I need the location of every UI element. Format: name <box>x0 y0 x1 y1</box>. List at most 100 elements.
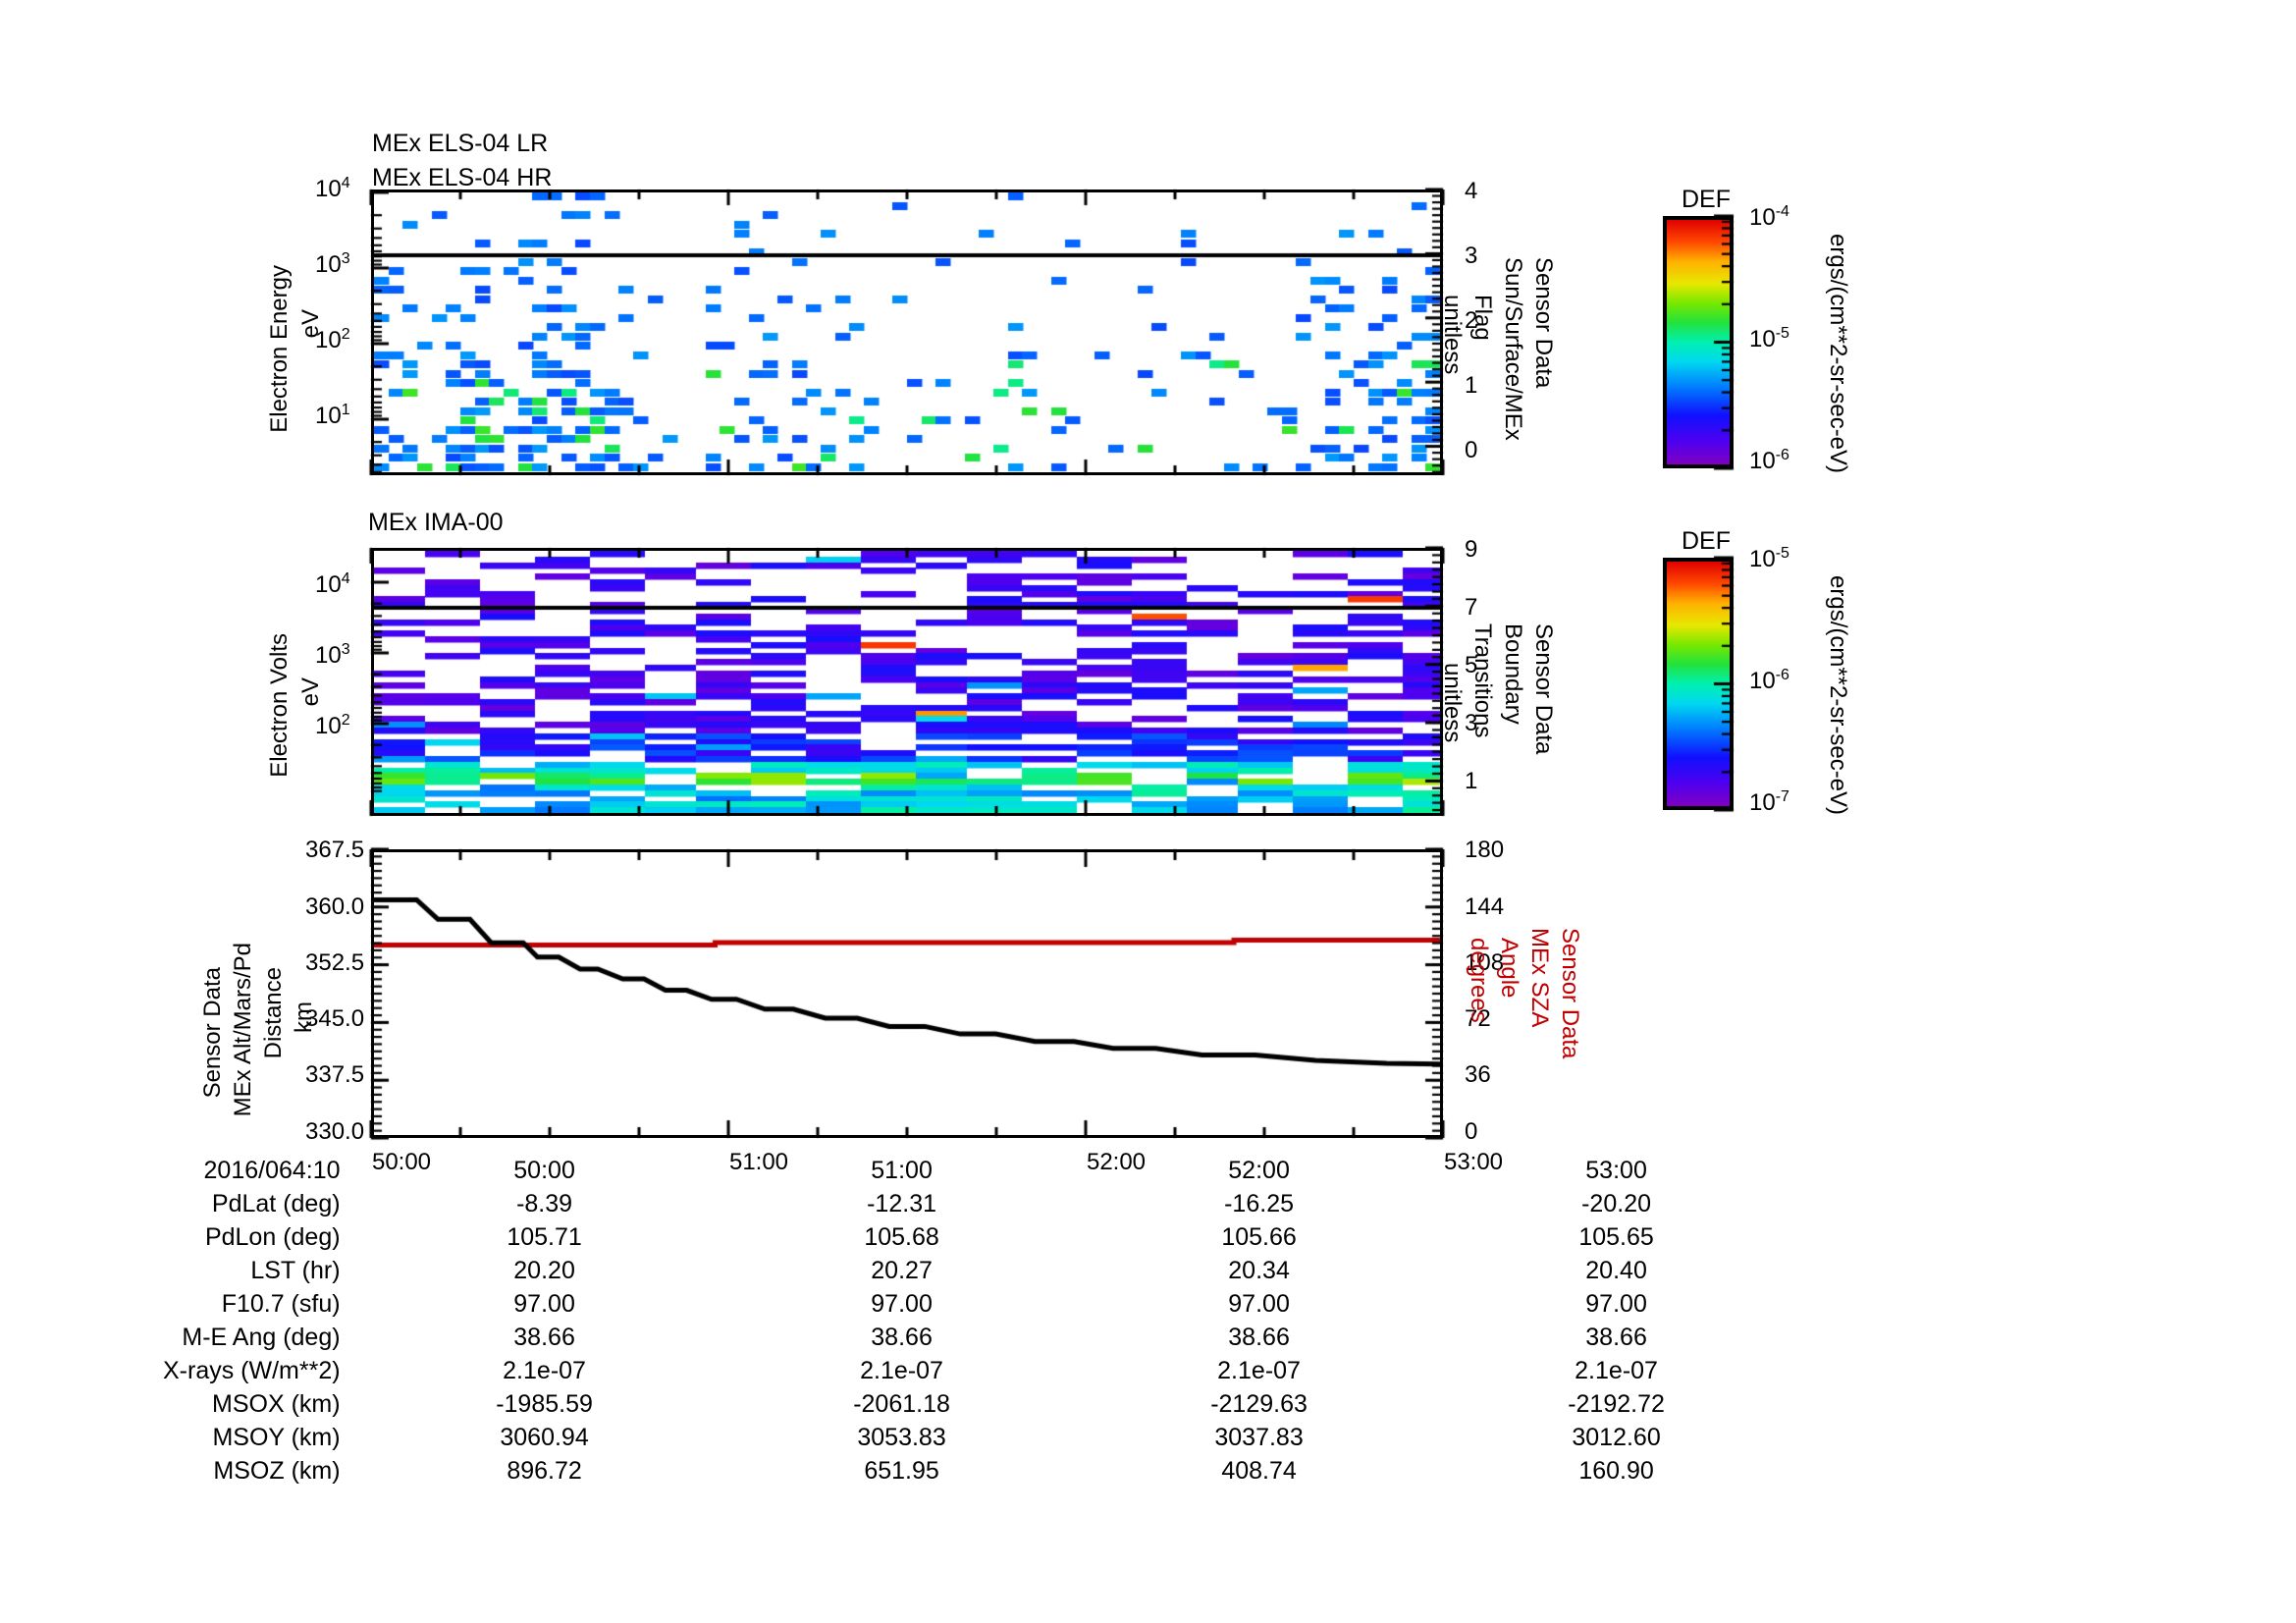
table-row-label: X-rays (W/m**2) <box>163 1357 341 1384</box>
colorbar-top-tick-mid: 10-5 <box>1749 325 1789 352</box>
table-row-label: M-E Ang (deg) <box>182 1324 341 1351</box>
table-cell: 38.66 <box>513 1324 575 1351</box>
panel-mid-left-axis-line1: Electron Volts <box>266 633 293 778</box>
colorbar-top-unit: ergs/(cm**2-sr-sec-eV) <box>1825 234 1852 474</box>
panel-bottom-right-label-2: MEx SZA <box>1526 928 1554 1028</box>
table-cell: 53:00 <box>1585 1157 1647 1184</box>
table-row: MSOZ (km) 896.72 651.95 408.74 160.90 <box>163 1457 1795 1490</box>
panel-mid-ytick-1e4: 104 <box>315 570 350 598</box>
table-row-label: MSOY (km) <box>212 1424 341 1451</box>
panel-mid-left-axis-line2: eV <box>297 677 324 707</box>
panel-bottom-ytick-360.0: 360.0 <box>305 893 365 920</box>
panel-bottom-rtick-180: 180 <box>1465 837 1505 863</box>
panel-mid-rtick-9: 9 <box>1465 536 1478 563</box>
table-cell: 105.68 <box>864 1223 939 1251</box>
table-cell: 97.00 <box>513 1290 575 1318</box>
panel-mid-left-axis-label: Electron Volts <box>266 633 293 778</box>
table-cell: 51:00 <box>871 1157 933 1184</box>
table-cell: 20.27 <box>871 1257 933 1284</box>
table-cell: 20.20 <box>513 1257 575 1284</box>
table-cell: -2129.63 <box>1210 1390 1308 1418</box>
table-cell: -20.20 <box>1581 1190 1651 1217</box>
panel-top-rtick-3: 3 <box>1465 243 1478 269</box>
panel-mid-title: MEx IMA-00 <box>368 509 504 536</box>
panel-bottom-rtick-144: 144 <box>1465 893 1505 920</box>
table-row: PdLat (deg) -8.39 -12.31 -16.25 -20.20 <box>163 1190 1795 1223</box>
panel-top-right-axis-label-1: Sensor Data <box>1530 257 1558 389</box>
panel-top-rtick-4: 4 <box>1465 178 1478 204</box>
table-cell: 52:00 <box>1228 1157 1290 1184</box>
colorbar-mid-tick-max: 10-5 <box>1749 545 1789 572</box>
table-cell: 105.71 <box>507 1223 582 1251</box>
table-cell: -12.31 <box>867 1190 936 1217</box>
panel-bottom-ytick-367.5: 367.5 <box>305 837 365 863</box>
panel-mid-rtick-7: 7 <box>1465 594 1478 621</box>
table-cell: 38.66 <box>871 1324 933 1351</box>
table-cell: 38.66 <box>1585 1324 1647 1351</box>
table-row-label: PdLat (deg) <box>211 1190 341 1217</box>
table-cell: -8.39 <box>516 1190 573 1217</box>
table-cell: 50:00 <box>513 1157 575 1184</box>
panel-bottom-left-label-3: Distance <box>260 967 287 1059</box>
table-cell: 38.66 <box>1228 1324 1290 1351</box>
table-cell: 20.34 <box>1228 1257 1290 1284</box>
colorbar-top-title: DEF <box>1682 186 1731 213</box>
panel-bottom-ytick-345.0: 345.0 <box>305 1005 365 1032</box>
table-row: M-E Ang (deg) 38.66 38.66 38.66 38.66 <box>163 1324 1795 1357</box>
table-cell: 2.1e-07 <box>860 1357 943 1384</box>
panel-mid-right-axis-label-1: Sensor Data <box>1530 623 1558 755</box>
table-row: MSOX (km) -1985.59 -2061.18 -2129.63 -2192.7… <box>163 1390 1795 1424</box>
table-cell: 97.00 <box>1585 1290 1647 1318</box>
panel-top-left-axis-label: Electron Energy <box>266 265 293 433</box>
panel-top-ytick-1e4: 104 <box>315 175 350 202</box>
table-cell: 3060.94 <box>500 1424 589 1451</box>
table-cell: 3037.83 <box>1214 1424 1304 1451</box>
panel-bottom-right-label-4: degrees <box>1466 938 1493 1023</box>
panel-mid-rtick-1: 1 <box>1465 768 1478 794</box>
table-row: 2016/064:10 50:00 51:00 52:00 53:00 <box>163 1157 1795 1190</box>
table-cell: 105.66 <box>1221 1223 1297 1251</box>
table-cell: 2.1e-07 <box>1217 1357 1301 1384</box>
table-cell: 97.00 <box>871 1290 933 1318</box>
table-cell: 160.90 <box>1578 1457 1654 1485</box>
panel-top-right-axis-label-2: Sun/Surface/MEx <box>1500 257 1527 441</box>
panel-bottom-rtick-36: 36 <box>1465 1061 1491 1088</box>
table-cell: 20.40 <box>1585 1257 1647 1284</box>
panel-bottom-plot-area[interactable] <box>371 849 1443 1138</box>
panel-mid-ytick-1e2: 102 <box>315 712 350 739</box>
table-cell: -2061.18 <box>853 1390 950 1418</box>
table-cell: -1985.59 <box>496 1390 593 1418</box>
panel-top-right-axis-label-3: Flag <box>1469 295 1497 341</box>
colorbar-top <box>1663 216 1734 468</box>
table-cell: 2.1e-07 <box>503 1357 586 1384</box>
panel-top-spectrogram <box>374 192 1440 472</box>
table-cell: 408.74 <box>1221 1457 1297 1485</box>
colorbar-mid <box>1663 558 1734 810</box>
table-row-label: F10.7 (sfu) <box>221 1290 341 1318</box>
panel-bottom-rtick-0: 0 <box>1465 1118 1478 1145</box>
panel-bottom-right-label-1: Sensor Data <box>1557 928 1584 1059</box>
colorbar-mid-unit: ergs/(cm**2-sr-sec-eV) <box>1825 575 1852 816</box>
table-cell: 97.00 <box>1228 1290 1290 1318</box>
panel-mid-right-axis-label-3: Transitions <box>1469 623 1497 738</box>
colorbar-mid-title: DEF <box>1682 527 1731 555</box>
table-row: LST (hr) 20.20 20.27 20.34 20.40 <box>163 1257 1795 1290</box>
colorbar-mid-tick-min: 10-7 <box>1749 788 1789 816</box>
panel-top-rtick-0: 0 <box>1465 437 1478 463</box>
table-cell: 651.95 <box>864 1457 939 1485</box>
table-cell: 3012.60 <box>1572 1424 1661 1451</box>
panel-mid-plot-area[interactable] <box>371 548 1443 816</box>
panel-top-plot-area[interactable] <box>371 189 1443 475</box>
table-row: MSOY (km) 3060.94 3053.83 3037.83 3012.60 <box>163 1424 1795 1457</box>
table-cell: -2192.72 <box>1568 1390 1665 1418</box>
panel-top-left-axis-line1: Electron Energy <box>266 265 293 433</box>
panel-top-ytick-1e2: 102 <box>315 326 350 353</box>
table-cell: 105.65 <box>1578 1223 1654 1251</box>
colorbar-top-tick-max: 10-4 <box>1749 203 1789 231</box>
ephemeris-table: 2016/064:10 50:00 51:00 52:00 53:00 PdLat (de… <box>163 1157 1795 1490</box>
panel-bottom-lines <box>374 852 1440 1135</box>
panel-mid-spectrogram <box>374 551 1440 813</box>
table-cell: 3053.83 <box>857 1424 946 1451</box>
panel-bottom-right-label-3: Angle <box>1496 938 1523 999</box>
table-row-label: MSOZ (km) <box>213 1457 341 1485</box>
